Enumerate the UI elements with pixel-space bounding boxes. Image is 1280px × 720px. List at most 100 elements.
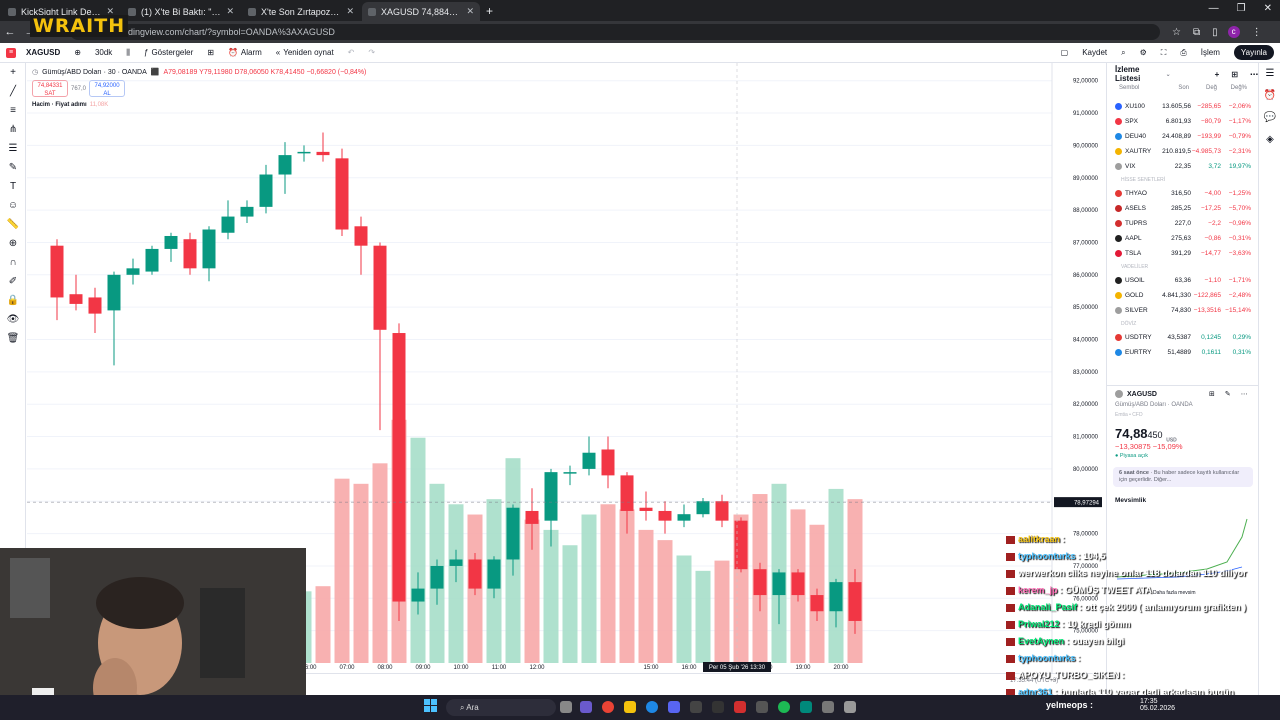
redo-icon[interactable]: ↷: [368, 48, 376, 57]
watchlist-section[interactable]: DÖVİZ: [1121, 321, 1137, 327]
windows-start-icon[interactable]: [424, 699, 438, 713]
edit-icon[interactable]: ✎: [1224, 391, 1231, 398]
browser-tab-4[interactable]: XAGUSD 74,88450 ▼ −15,09% ✕: [362, 2, 480, 21]
more-icon[interactable]: ⋯: [1240, 391, 1248, 398]
col-last[interactable]: Son: [1178, 85, 1189, 91]
chat-username[interactable]: EvetAynen: [1018, 636, 1065, 646]
edge-icon[interactable]: [646, 701, 658, 713]
app-icon[interactable]: [756, 701, 768, 713]
watchlist-row[interactable]: AAPL 275,63 −0,86 −0,31%: [1107, 231, 1258, 246]
app-icon[interactable]: [712, 701, 724, 713]
add-symbol-icon[interactable]: +: [1214, 69, 1220, 79]
app-icon[interactable]: [800, 701, 812, 713]
chat-username[interactable]: adnr361: [1018, 687, 1053, 697]
app-icon[interactable]: [844, 701, 856, 713]
symbol-search[interactable]: XAGUSD: [26, 48, 61, 57]
replay-button[interactable]: «Yeniden oynat: [276, 48, 334, 57]
url-input[interactable]: tr.tradingview.com/chart/?symbol=OANDA%3…: [70, 24, 1160, 40]
layout-icon[interactable]: ⊞: [1231, 69, 1238, 79]
grid-icon[interactable]: ⊞: [1208, 391, 1215, 398]
col-change-pct[interactable]: Değ%: [1230, 85, 1247, 91]
brush-icon[interactable]: ✎: [8, 162, 18, 173]
minimize-icon[interactable]: —: [1208, 3, 1219, 14]
close-icon[interactable]: ✕: [106, 6, 114, 16]
layout-icon[interactable]: ⊞: [207, 48, 214, 57]
alerts-icon[interactable]: ⏰: [1263, 90, 1277, 101]
compare-icon[interactable]: ⊕: [74, 48, 81, 57]
search-icon[interactable]: ⌕: [1121, 47, 1126, 57]
undo-icon[interactable]: ↶: [347, 48, 355, 57]
discord-icon[interactable]: [668, 701, 680, 713]
maximize-icon[interactable]: ❐: [1236, 3, 1246, 14]
sidebar-icon[interactable]: ▯: [1212, 26, 1218, 38]
watchlist-row[interactable]: DEU40 24.408,89 −193,99 −0,79%: [1107, 129, 1258, 144]
indicators-button[interactable]: ƒ Göstergeler: [144, 48, 193, 57]
magnet-icon[interactable]: ∩: [9, 257, 17, 268]
watchlist-row[interactable]: USOIL 63,36 −1,10 −1,71%: [1107, 273, 1258, 288]
close-icon[interactable]: ✕: [346, 6, 354, 16]
profile-avatar[interactable]: c: [1227, 26, 1240, 38]
interval-button[interactable]: 30dk: [94, 48, 113, 57]
chat-username[interactable]: Priwal212: [1018, 619, 1060, 629]
watchlist-title[interactable]: İzleme Listesi: [1115, 65, 1141, 83]
save-button[interactable]: Kaydet: [1082, 48, 1108, 57]
fib-icon[interactable]: ☰: [8, 143, 18, 154]
snapshot-icon[interactable]: ⎙: [1180, 47, 1187, 57]
chat-username[interactable]: Adanali_Pasif: [1018, 602, 1078, 612]
horizontal-line-icon[interactable]: ≡: [10, 105, 16, 116]
lock-icon[interactable]: 🔒: [6, 295, 20, 306]
app-icon[interactable]: [734, 701, 746, 713]
watchlist-row[interactable]: XU100 13.605,56 −285,65 −2,06%: [1107, 99, 1258, 114]
layout-select-icon[interactable]: ▢: [1060, 48, 1069, 57]
close-icon[interactable]: ✕: [466, 6, 474, 16]
app-icon[interactable]: [822, 701, 834, 713]
new-tab-icon[interactable]: +: [486, 4, 494, 18]
watchlist-row[interactable]: TSLA 391,29 −14,77 −3,63%: [1107, 246, 1258, 261]
layers-icon[interactable]: ◈: [1266, 134, 1274, 145]
watchlist-row[interactable]: THYAO 316,50 −4,00 −1,25%: [1107, 186, 1258, 201]
watchlist-row[interactable]: EURTRY 51,4889 0,1611 0,31%: [1107, 345, 1258, 360]
watchlist-section[interactable]: VADELİLER: [1121, 264, 1149, 270]
chat-username[interactable]: typhoonturks: [1018, 653, 1076, 663]
more-icon[interactable]: ⋯: [1250, 69, 1258, 79]
spotify-icon[interactable]: [778, 701, 790, 713]
news-card[interactable]: 6 saat önce · Bu haber sadece kayıtlı ku…: [1113, 467, 1253, 487]
eye-icon[interactable]: 👁: [6, 314, 20, 325]
browser-tab-3[interactable]: X'te Son Zırtapoz: "@sacmasap ✕: [242, 2, 360, 21]
col-symbol[interactable]: Sembol: [1119, 85, 1140, 91]
close-icon[interactable]: ✕: [226, 6, 234, 16]
zoom-icon[interactable]: ⊕: [8, 238, 18, 249]
watchlist-row[interactable]: VIX 22,35 3,72 19,97%: [1107, 159, 1258, 174]
buy-button[interactable]: 74,92000 AL: [89, 80, 126, 97]
text-icon[interactable]: T: [9, 181, 17, 192]
trade-button[interactable]: İşlem: [1200, 48, 1220, 57]
chat-username[interactable]: typhoonturks: [1018, 551, 1076, 561]
app-icon[interactable]: [690, 701, 702, 713]
col-change[interactable]: Değ: [1205, 85, 1217, 91]
back-icon[interactable]: ←: [4, 26, 16, 38]
explorer-icon[interactable]: [624, 701, 636, 713]
watchlist-row[interactable]: XAUTRY 210.819,5 −4.985,73 −2,31%: [1107, 144, 1258, 159]
more-icon[interactable]: ⋮: [1251, 26, 1262, 38]
chat-icon[interactable]: 💬: [1263, 112, 1277, 123]
pitchfork-icon[interactable]: ⋔: [8, 124, 18, 135]
taskview-icon[interactable]: [560, 701, 572, 713]
chrome-icon[interactable]: [602, 701, 614, 713]
watchlist-row[interactable]: SILVER 74,830 −13,3516 −15,14%: [1107, 303, 1258, 318]
pencil-lock-icon[interactable]: ✐: [8, 276, 18, 287]
publish-button[interactable]: Yayınla: [1233, 45, 1274, 60]
chat-username[interactable]: APOYU_TURBO_SIKEN: [1018, 670, 1120, 680]
watchlist-row[interactable]: ASELS 285,25 −17,25 −5,70%: [1107, 201, 1258, 216]
watchlist-icon[interactable]: ☰: [1265, 68, 1275, 79]
close-window-icon[interactable]: ✕: [1263, 3, 1272, 14]
crosshair-icon[interactable]: +: [10, 67, 16, 78]
browser-tab-1[interactable]: KickSight Link Detector✕: [2, 2, 120, 21]
chart-area[interactable]: 92,00000 91,00000 90,00000 89,00000 88,00000…: [27, 63, 1105, 673]
watchlist-section[interactable]: HİSSE SENETLERİ: [1121, 177, 1166, 183]
alarm-button[interactable]: ⏰ Alarm: [228, 48, 262, 57]
browser-tab-2[interactable]: (1) X'te Bi Baktı: "Girişimci bir g ✕: [122, 2, 240, 21]
chart-type-icon[interactable]: ⫼: [126, 47, 130, 57]
watchlist-row[interactable]: GOLD 4.841,330 −122,865 −2,48%: [1107, 288, 1258, 303]
detail-symbol[interactable]: XAGUSD: [1127, 390, 1157, 398]
taskbar-search[interactable]: ⌕ Ara: [446, 699, 556, 716]
